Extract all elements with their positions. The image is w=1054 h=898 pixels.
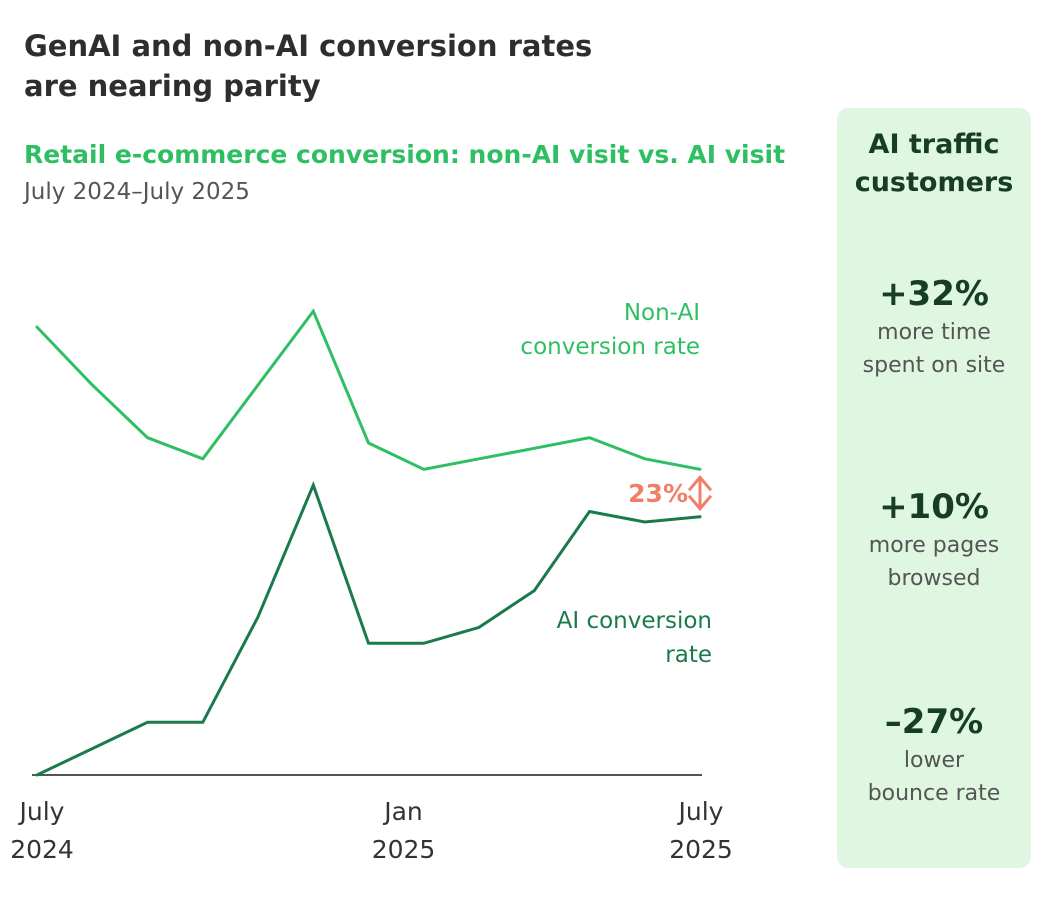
stat-pages-browsed: +10% more pages browsed [837, 485, 1031, 595]
panel-header-line-2: customers [854, 167, 1014, 198]
x-tick-label: 2025 [372, 835, 436, 864]
stat-bounce-rate: –27% lower bounce rate [837, 700, 1031, 810]
chart-title-line-2: are nearing parity [24, 69, 321, 103]
date-range: July 2024–July 2025 [24, 179, 250, 205]
line-chart: Non-AI conversion rate AI conversion rate Ju… [10, 300, 733, 864]
gap-label: 23% [628, 479, 688, 508]
stat-value: –27% [884, 702, 984, 742]
stat-description-line-1: more pages [868, 533, 1000, 558]
series-label-non-ai: Non-AI [624, 300, 700, 326]
x-tick-label: 2025 [669, 835, 733, 864]
series-line-ai [35, 480, 702, 777]
panel-header-line-1: AI traffic [868, 129, 1000, 160]
stat-description-line-1: more time [877, 320, 991, 345]
ai-traffic-panel: AI traffic customers +32% more time spen… [837, 108, 1031, 868]
x-tick-label: Jan [382, 797, 423, 826]
gap-arrow-head-top [687, 475, 713, 492]
chart-subtitle: Retail e-commerce conversion: non-AI vis… [24, 140, 786, 169]
stat-description-line-2: browsed [887, 566, 981, 591]
stat-description-line-1: lower [903, 748, 965, 773]
x-tick-label: 2024 [10, 835, 74, 864]
series-line-non-ai [35, 308, 702, 471]
x-tick-label: July [677, 797, 724, 826]
gap-arrow-head-bottom [687, 494, 713, 512]
series-label-non-ai: conversion rate [520, 334, 700, 360]
series-label-ai: rate [665, 642, 712, 668]
panel-header: AI traffic customers [837, 126, 1031, 202]
stat-value: +32% [879, 274, 989, 314]
chart-title: GenAI and non-AI conversion rates are ne… [24, 26, 592, 106]
series-label-ai: AI conversion [557, 608, 712, 634]
stat-description-line-2: bounce rate [867, 781, 1001, 806]
stat-value: +10% [879, 487, 989, 527]
stat-time-on-site: +32% more time spent on site [837, 272, 1031, 382]
chart-title-line-1: GenAI and non-AI conversion rates [24, 29, 593, 63]
stat-description-line-2: spent on site [862, 353, 1006, 378]
x-tick-label: July [18, 797, 65, 826]
